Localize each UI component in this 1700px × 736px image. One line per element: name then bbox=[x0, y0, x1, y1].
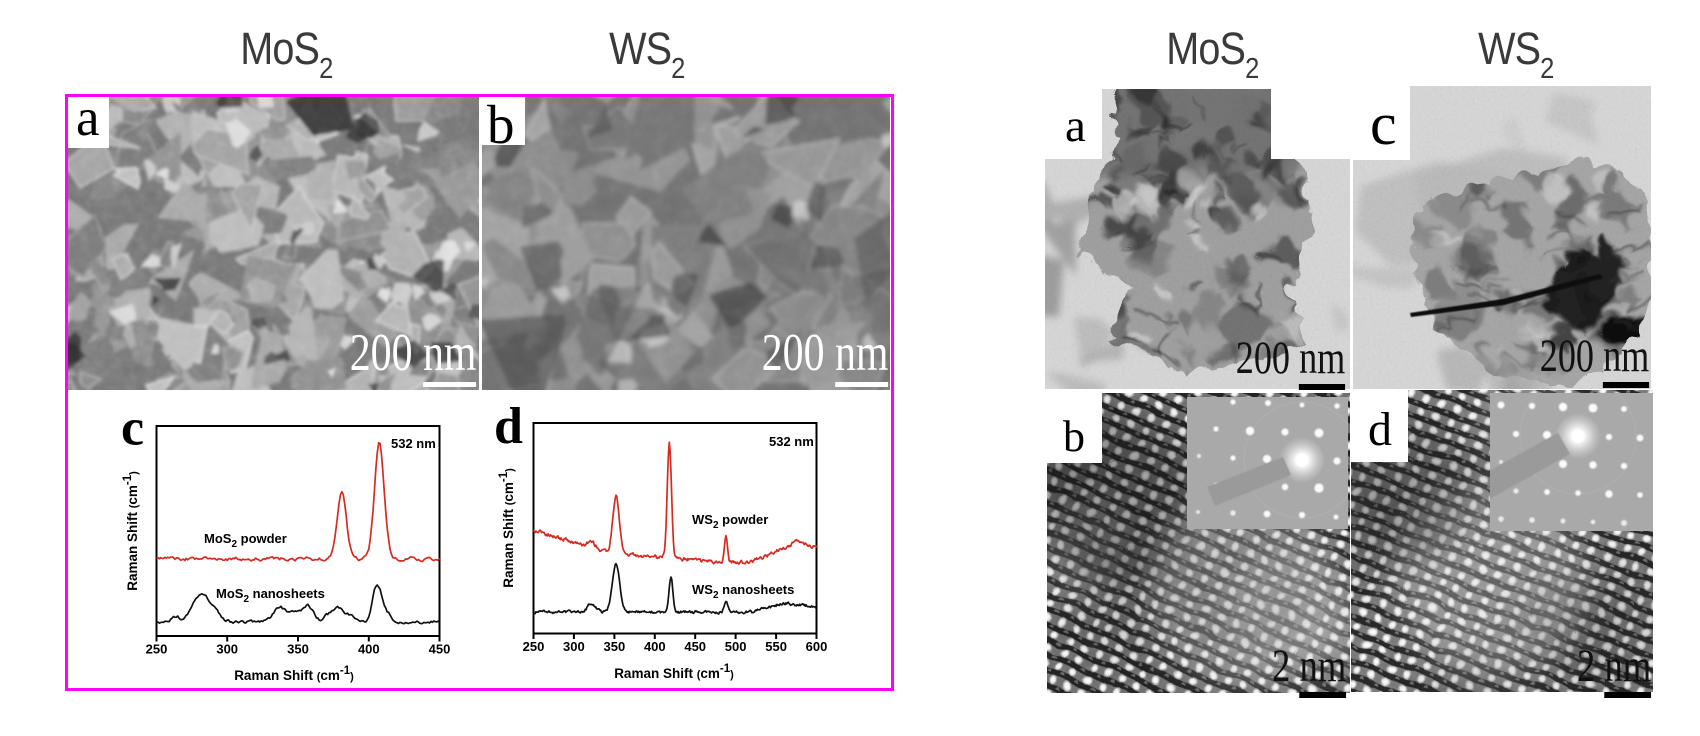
svg-text:500: 500 bbox=[725, 639, 747, 654]
svg-text:MoS2 nanosheets: MoS2 nanosheets bbox=[216, 586, 325, 605]
svg-text:WS2 nanosheets: WS2 nanosheets bbox=[692, 582, 794, 601]
svg-text:532 nm: 532 nm bbox=[769, 434, 814, 449]
svg-text:350: 350 bbox=[604, 639, 626, 654]
svg-text:600: 600 bbox=[806, 639, 828, 654]
svg-text:Raman Shift (cm-1): Raman Shift (cm-1) bbox=[122, 471, 140, 591]
svg-text:300: 300 bbox=[563, 639, 585, 654]
svg-text:Raman Shift (cm-1): Raman Shift (cm-1) bbox=[234, 665, 354, 683]
svg-text:550: 550 bbox=[765, 639, 787, 654]
svg-text:c: c bbox=[121, 400, 144, 457]
svg-text:400: 400 bbox=[358, 642, 380, 657]
svg-text:532 nm: 532 nm bbox=[391, 436, 436, 451]
svg-text:MoS2 powder: MoS2 powder bbox=[204, 531, 287, 550]
svg-text:Raman Shift (cm-1): Raman Shift (cm-1) bbox=[498, 468, 516, 588]
svg-text:450: 450 bbox=[429, 642, 451, 657]
svg-text:300: 300 bbox=[216, 642, 238, 657]
svg-text:250: 250 bbox=[523, 639, 545, 654]
svg-text:450: 450 bbox=[684, 639, 706, 654]
svg-text:250: 250 bbox=[146, 642, 168, 657]
svg-text:Raman Shift (cm-1): Raman Shift (cm-1) bbox=[614, 663, 734, 681]
svg-text:d: d bbox=[494, 400, 523, 455]
svg-text:400: 400 bbox=[644, 639, 666, 654]
svg-text:350: 350 bbox=[287, 642, 309, 657]
svg-text:WS2 powder: WS2 powder bbox=[692, 512, 768, 531]
